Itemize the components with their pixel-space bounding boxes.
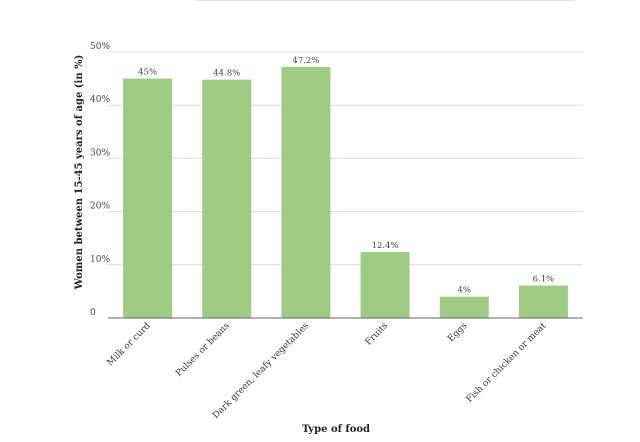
data-label: 12.4% [372, 241, 399, 251]
x-tick-label: Dark green, leafy vegetables [211, 321, 311, 421]
bar [360, 252, 410, 318]
y-tick-label: 0 [90, 308, 96, 318]
y-tick-label: 50% [90, 42, 110, 52]
x-tick-label: Milk or curd [105, 321, 152, 368]
bar [202, 79, 252, 318]
bar [518, 285, 568, 318]
bar [123, 78, 173, 318]
x-axis-title: Type of food [302, 424, 370, 435]
x-tick-label: Eggs [446, 321, 469, 344]
data-label: 6.1% [533, 275, 555, 285]
y-tick-label: 40% [90, 95, 110, 105]
x-tick-label: Pulses or beans [174, 321, 232, 379]
bar [439, 296, 489, 318]
y-tick-label: 10% [90, 255, 110, 265]
data-label: 45% [138, 68, 157, 78]
bar [281, 66, 331, 318]
gridlines [108, 51, 583, 266]
data-label: 47.2% [292, 56, 319, 66]
y-tick-label: 20% [90, 202, 110, 212]
y-axis-ticks: 0 10% 20% 30% 40% 50% [90, 42, 110, 318]
data-label: 4% [458, 286, 472, 296]
y-axis-title: Women between 15-45 years of age (in %) [74, 55, 85, 291]
x-tick-label: Fruits [364, 321, 391, 348]
data-label: 44.8% [213, 69, 240, 79]
bars [123, 66, 568, 318]
x-tick-label: Fish or chicken or meat [465, 321, 549, 405]
data-labels: 45% 44.8% 47.2% 12.4% 4% 6.1% [138, 56, 554, 296]
y-tick-label: 30% [90, 148, 110, 158]
